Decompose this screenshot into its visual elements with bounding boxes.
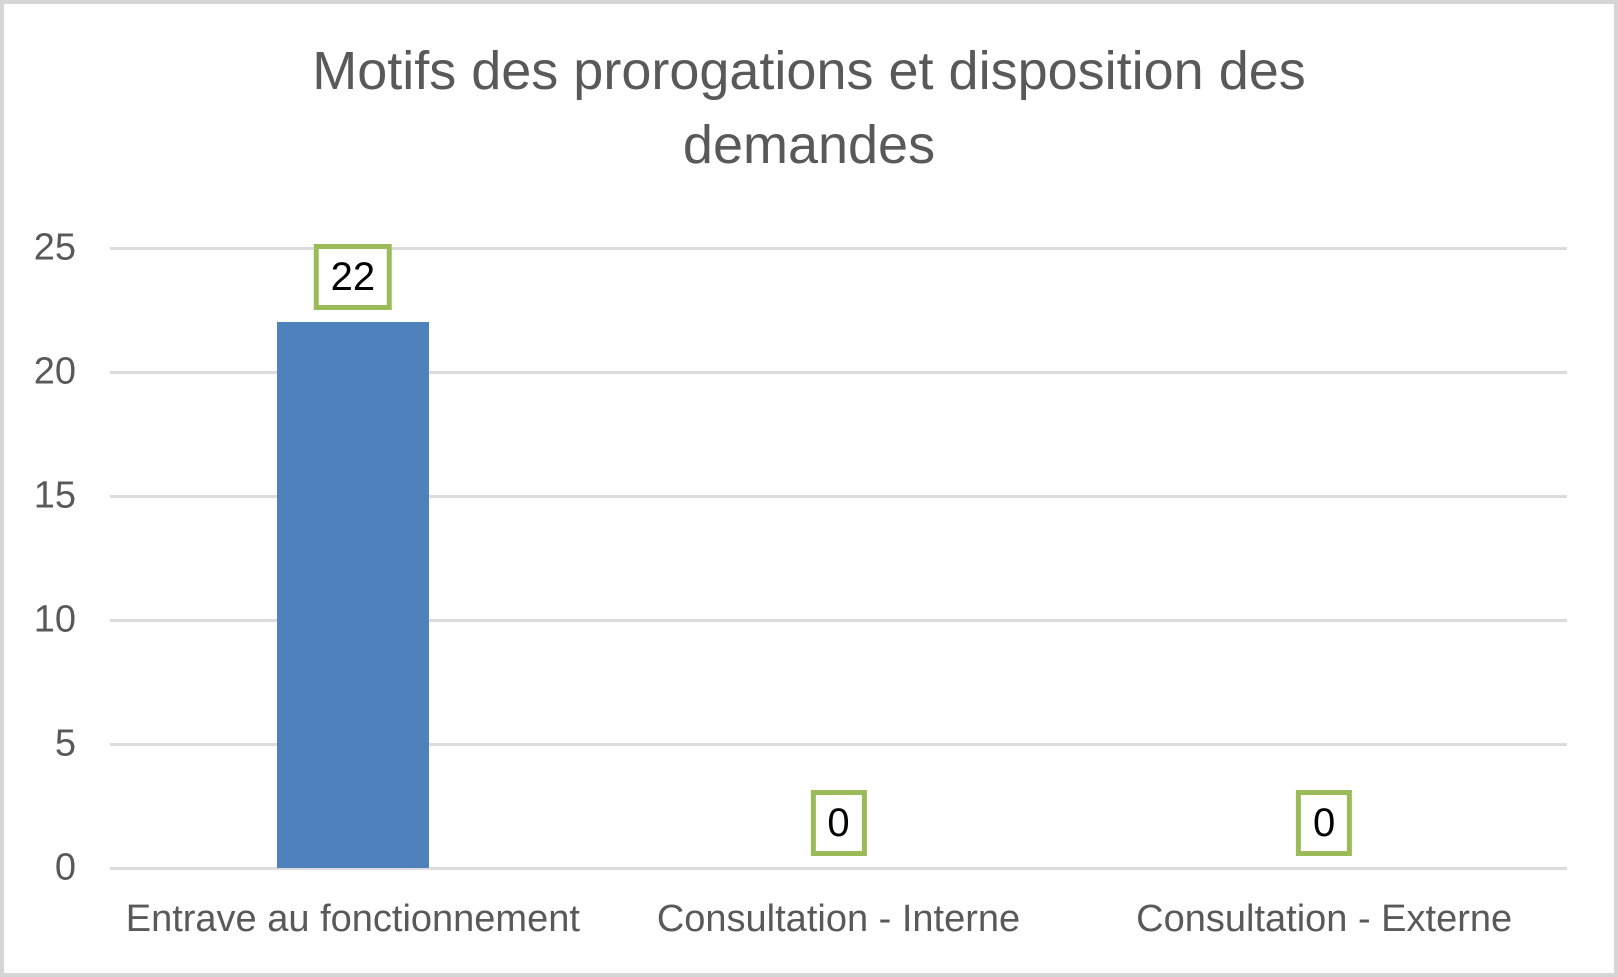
gridline — [110, 618, 1567, 622]
plot-area — [110, 246, 1567, 870]
gridline — [110, 246, 1567, 250]
y-axis-tick-label: 10 — [33, 598, 76, 641]
bar — [276, 322, 429, 868]
y-axis-tick-label: 15 — [33, 474, 76, 517]
gridline — [110, 494, 1567, 498]
data-label-value: 0 — [1313, 801, 1336, 845]
y-axis-tick-label: 5 — [54, 722, 76, 765]
category-axis-label: Consultation - Interne — [656, 898, 1021, 940]
category-axis-label: Consultation - Externe — [1136, 898, 1513, 940]
category-axis-label: Entrave au fonctionnement — [125, 898, 580, 940]
y-axis-tick-label: 25 — [33, 226, 76, 269]
chart-title: Motifs des prorogations et disposition d… — [312, 41, 1306, 175]
gridline — [110, 866, 1567, 870]
data-label-value: 22 — [330, 255, 376, 300]
data-label-box: 22 — [313, 244, 393, 311]
y-axis-tick-label: 0 — [54, 846, 76, 889]
data-label-box: 0 — [810, 790, 867, 856]
gridline — [110, 370, 1567, 374]
data-label-value: 0 — [827, 801, 850, 845]
y-axis-tick-label: 20 — [33, 350, 76, 393]
data-label-box: 0 — [1296, 790, 1353, 856]
gridline — [110, 742, 1567, 746]
